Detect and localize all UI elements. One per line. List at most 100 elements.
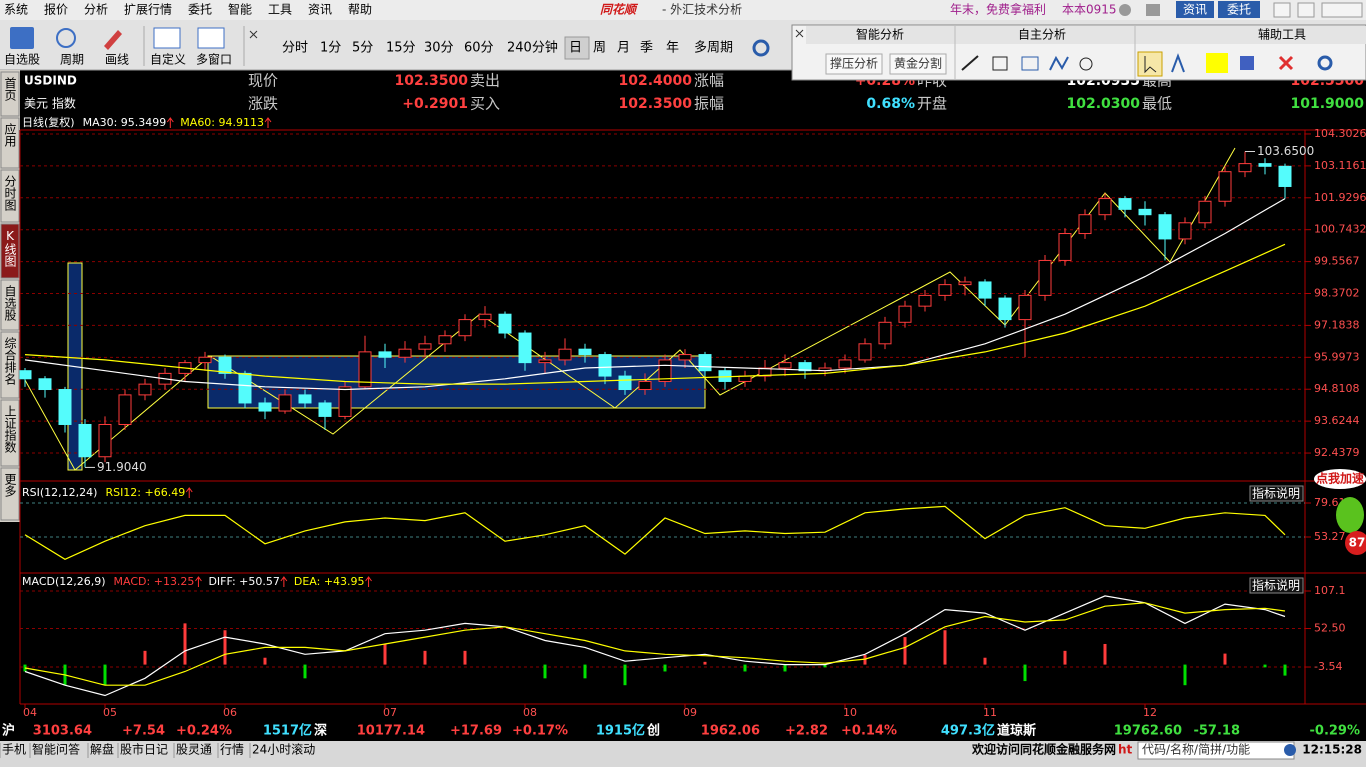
icon-shirt[interactable] (1146, 4, 1160, 16)
menu-item[interactable]: 扩展行情 (124, 3, 172, 17)
period-button[interactable]: 60分 (464, 41, 494, 56)
side-tab[interactable] (0, 279, 20, 331)
menu-item[interactable]: 智能 (228, 2, 252, 17)
icon-bell[interactable] (1119, 4, 1131, 16)
tool-settings[interactable] (1317, 55, 1333, 71)
menu-item[interactable]: 帮助 (348, 3, 372, 17)
float-button[interactable] (889, 53, 947, 75)
float-tab[interactable]: 自主分析 (1018, 28, 1066, 42)
period-button[interactable]: 5分 (352, 41, 373, 56)
search-placeholder[interactable]: 代码/名称/简拼/功能 (1142, 742, 1250, 757)
legend-arrow (166, 117, 174, 128)
icon-custom[interactable] (153, 27, 181, 49)
tool-wave[interactable] (1049, 55, 1069, 71)
tool-channel[interactable] (1021, 56, 1039, 71)
menu-item[interactable]: 分析 (84, 3, 108, 17)
side-tab[interactable] (0, 223, 20, 279)
badge-circle[interactable] (1345, 531, 1366, 555)
icon-watchlist[interactable] (10, 27, 34, 49)
side-tab-label[interactable]: 应用 (3, 122, 17, 148)
tool-label[interactable]: 多窗口 (196, 53, 232, 67)
status-item[interactable]: 解盘 (90, 742, 114, 757)
close-window[interactable] (1321, 2, 1363, 18)
icon-draw[interactable] (104, 30, 122, 50)
menu-item[interactable]: 资讯 (308, 3, 332, 17)
close-icon[interactable] (249, 30, 258, 39)
status-item[interactable]: 股市日记 (120, 742, 168, 757)
period-button[interactable]: 分时 (282, 41, 308, 56)
period-button[interactable]: 年 (666, 41, 679, 56)
period-button[interactable]: 30分 (424, 41, 454, 56)
float-button[interactable] (825, 53, 883, 75)
menu-item[interactable]: 工具 (268, 3, 292, 17)
ad-bubble[interactable] (1314, 469, 1366, 489)
float-button-label[interactable]: 黄金分割 (894, 56, 942, 71)
side-tab[interactable] (0, 399, 20, 467)
side-tab-label[interactable]: 综合排名 (3, 337, 17, 385)
tool-label[interactable]: 周期 (60, 53, 84, 67)
quote-value: 102.3500 (618, 96, 692, 112)
side-tab[interactable] (0, 331, 20, 399)
icon-period[interactable] (56, 28, 76, 48)
help-button[interactable] (1249, 577, 1304, 594)
tool-label[interactable]: 画线 (105, 53, 129, 67)
menu-item[interactable]: 系统 (4, 3, 28, 17)
float-tab[interactable]: 辅助工具 (1258, 28, 1306, 42)
trade-label[interactable]: 委托 (1227, 3, 1251, 17)
promo[interactable]: 年末，免费拿福利 (950, 2, 1046, 17)
menu-item[interactable]: 报价 (44, 2, 68, 17)
badge-label[interactable]: 87 (1349, 536, 1366, 550)
side-tab[interactable] (0, 169, 20, 223)
trade-button[interactable] (1218, 1, 1260, 18)
tool-ellipse[interactable] (1079, 57, 1093, 71)
status-item[interactable]: 行情 (220, 743, 244, 757)
ad-mascot[interactable] (1336, 497, 1364, 533)
minimize[interactable] (1273, 2, 1291, 18)
news-label[interactable]: 资讯 (1183, 3, 1207, 17)
search-icon[interactable] (1284, 744, 1296, 756)
help-button[interactable] (1249, 485, 1304, 502)
side-tab[interactable] (0, 71, 20, 117)
period-button[interactable]: 月 (617, 41, 630, 56)
period-button[interactable]: 240分钟 (507, 40, 558, 56)
tool-line[interactable] (961, 55, 979, 71)
side-tab-label[interactable]: 上证指数 (3, 405, 17, 454)
status-item[interactable]: 24小时滚动 (252, 742, 315, 757)
period-button[interactable]: 周 (593, 41, 606, 56)
period-button[interactable]: 日 (569, 41, 582, 56)
side-tab-label[interactable]: 更多 (3, 473, 17, 498)
icon-settings[interactable] (752, 39, 770, 57)
news-button[interactable] (1176, 1, 1214, 18)
tool-delete[interactable] (1278, 55, 1294, 71)
tool-text[interactable] (1171, 53, 1185, 73)
period-button[interactable]: 1分 (320, 41, 341, 56)
tool-save[interactable] (1240, 56, 1254, 70)
side-tab-label[interactable]: 自选股 (3, 285, 17, 322)
side-tab-label[interactable]: K线图 (3, 229, 17, 267)
help-label[interactable]: 指标说明 (1252, 578, 1300, 593)
side-tab[interactable] (0, 117, 20, 169)
tool-color[interactable] (1206, 53, 1228, 73)
side-tab-label[interactable]: 首页 (3, 77, 17, 102)
period-button[interactable]: 季 (640, 41, 653, 56)
status-item[interactable]: 手机 (2, 743, 26, 757)
period-button[interactable]: 15分 (386, 41, 416, 56)
tool-cursor[interactable] (1137, 51, 1163, 77)
tool-rect[interactable] (992, 56, 1008, 71)
float-tab[interactable]: 智能分析 (856, 27, 904, 42)
ad-label[interactable]: 点我加速 (1316, 471, 1364, 486)
icon-multiwindow[interactable] (197, 27, 225, 49)
side-tab-label[interactable]: 分时图 (3, 175, 17, 211)
float-button-label[interactable]: 撑压分析 (830, 56, 878, 71)
status-item[interactable]: 股灵通 (176, 743, 212, 757)
help-label[interactable]: 指标说明 (1252, 486, 1300, 501)
menu-item[interactable]: 委托 (188, 3, 212, 17)
restore[interactable] (1297, 2, 1315, 18)
tool-label[interactable]: 自选股 (4, 53, 40, 67)
close-icon[interactable] (795, 29, 804, 38)
side-tab[interactable] (0, 467, 20, 521)
period-button[interactable]: 多周期 (694, 40, 733, 56)
tool-label[interactable]: 自定义 (150, 52, 186, 67)
welcome-link[interactable]: ht (1118, 743, 1133, 757)
status-item[interactable]: 智能问答 (32, 742, 80, 757)
